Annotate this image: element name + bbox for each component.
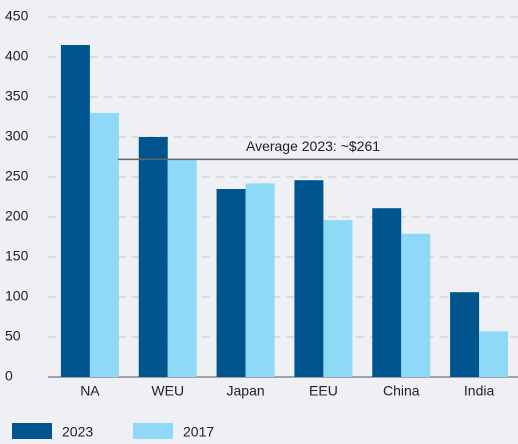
x-tick-label: WEU [151,383,184,399]
bar [479,331,509,377]
bar [450,292,480,377]
legend-label: 2017 [183,424,214,440]
bar [372,208,402,377]
bar [294,180,324,377]
y-tick-label: 300 [5,128,29,144]
y-tick-label: 250 [5,168,29,184]
y-tick-label: 400 [5,48,29,64]
bar [401,233,431,377]
y-tick-label: 100 [5,288,29,304]
y-tick-label: 150 [5,248,29,264]
y-tick-label: 50 [5,328,21,344]
x-tick-label: Japan [227,383,265,399]
bar [323,220,353,377]
bar [167,158,197,377]
bar [89,113,119,377]
x-tick-label: NA [80,383,100,399]
bar [138,137,168,377]
bar [245,183,275,377]
bar [60,45,90,377]
y-tick-label: 0 [5,368,13,384]
reference-label: Average 2023: ~$261 [246,138,380,154]
y-tick-label: 350 [5,88,29,104]
x-tick-label: India [464,383,495,399]
x-tick-label: China [383,383,420,399]
legend-swatch [133,423,173,439]
y-tick-label: 450 [5,8,29,24]
legend-label: 2023 [62,424,93,440]
y-tick-label: 200 [5,208,29,224]
legend-swatch [12,423,52,439]
x-tick-label: EEU [309,383,338,399]
bar [216,189,246,377]
